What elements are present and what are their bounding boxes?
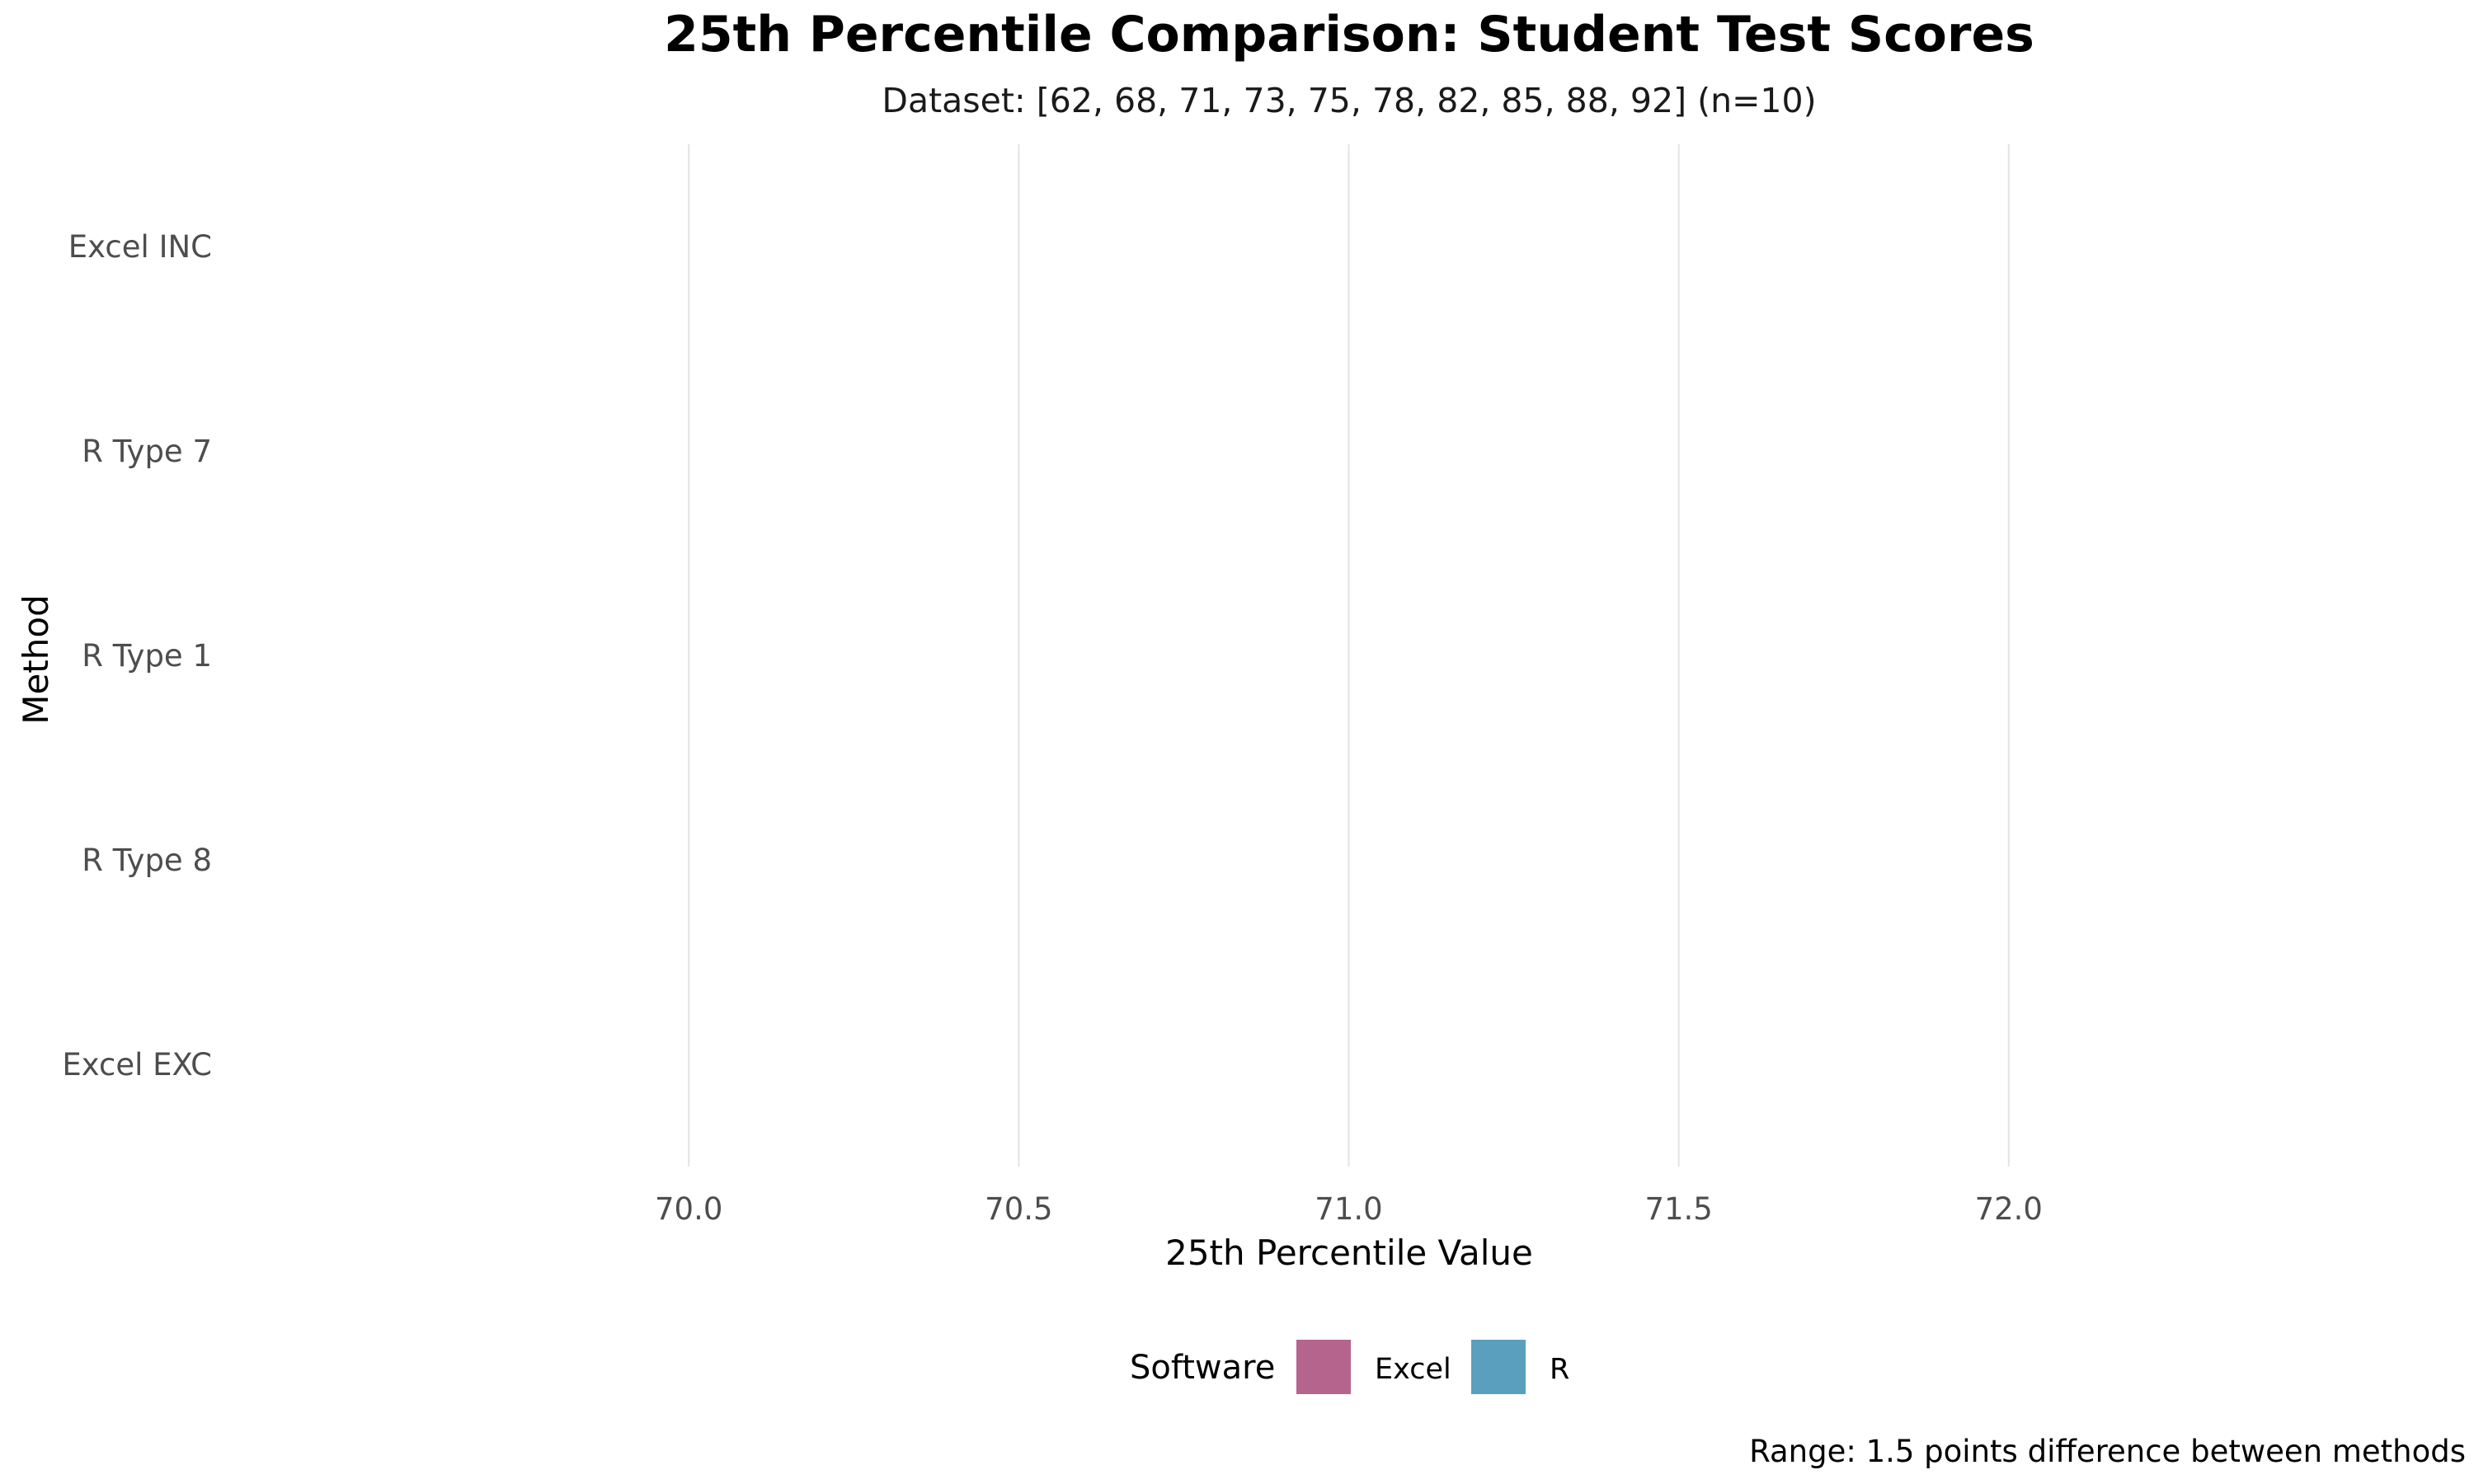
- legend-swatch-r: [1471, 1340, 1526, 1394]
- x-tick-label: 70.5: [985, 1191, 1052, 1227]
- y-tick-label: Excel EXC: [62, 1047, 212, 1082]
- y-tick-label: Excel INC: [68, 229, 212, 265]
- legend-swatch-excel: [1296, 1340, 1351, 1394]
- x-tick-label: 70.0: [655, 1191, 722, 1227]
- legend-label-r: R: [1550, 1353, 1569, 1386]
- chart-title: 25th Percentile Comparison: Student Test…: [664, 6, 2034, 63]
- x-axis-tick-labels: 70.0 70.5 71.0 71.5 72.0: [655, 1191, 2043, 1227]
- chart-subtitle: Dataset: [62, 68, 71, 73, 75, 78, 82, 85…: [882, 81, 1816, 120]
- y-axis-title: Method: [16, 594, 56, 725]
- legend: Software Excel R: [1130, 1340, 1569, 1394]
- legend-title: Software: [1130, 1349, 1275, 1387]
- x-axis-title: 25th Percentile Value: [1165, 1233, 1533, 1273]
- x-tick-label: 72.0: [1975, 1191, 2043, 1227]
- chart-caption: Range: 1.5 points difference between met…: [1749, 1434, 2466, 1469]
- y-axis-tick-labels: Excel INC R Type 7 R Type 1 R Type 8 Excel E…: [62, 229, 212, 1082]
- x-tick-label: 71.5: [1644, 1191, 1712, 1227]
- x-tick-label: 71.0: [1315, 1191, 1382, 1227]
- legend-label-excel: Excel: [1375, 1353, 1451, 1386]
- grid-lines: [688, 144, 2010, 1167]
- y-tick-label: R Type 8: [82, 843, 212, 878]
- y-tick-label: R Type 1: [82, 638, 212, 674]
- y-tick-label: R Type 7: [82, 434, 212, 469]
